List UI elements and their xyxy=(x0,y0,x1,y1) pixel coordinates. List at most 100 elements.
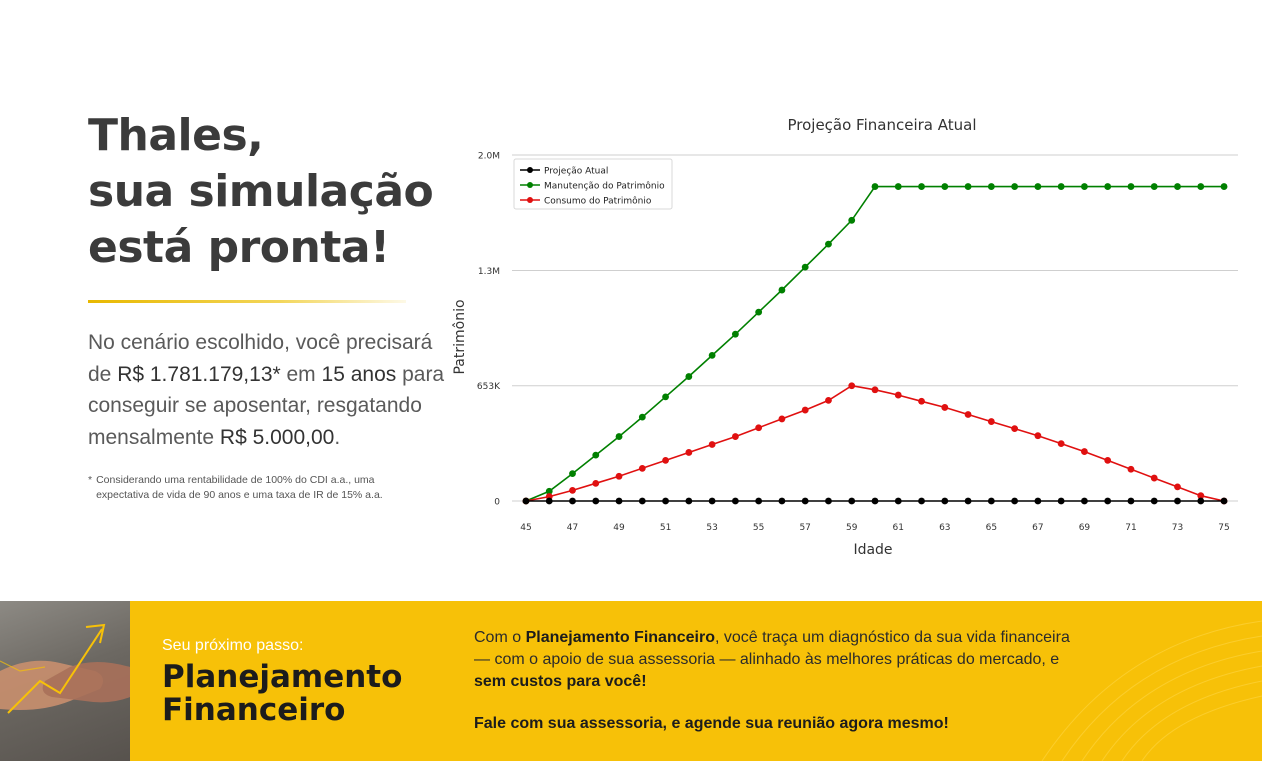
data-point xyxy=(918,397,925,405)
x-tick-label: 51 xyxy=(660,523,671,533)
data-point xyxy=(1220,183,1228,190)
summary-part-4: . xyxy=(334,425,341,449)
data-point xyxy=(638,464,646,472)
x-tick-label: 57 xyxy=(799,523,810,533)
chart-svg: Projeção Financeira Atual 0653K1.3M2.0M … xyxy=(452,116,1238,558)
series-2 xyxy=(522,382,1228,505)
desc-part-2: , você traça um diagnóstico da sua vida … xyxy=(474,629,1070,668)
series-line xyxy=(525,185,1224,502)
data-point xyxy=(615,433,623,440)
legend-marker xyxy=(527,197,533,203)
legend-marker xyxy=(527,167,533,173)
data-point xyxy=(1150,474,1158,482)
next-step-kicker: Seu próximo passo: xyxy=(162,637,304,654)
data-point xyxy=(778,286,786,294)
data-point xyxy=(1174,183,1181,190)
x-tick-label: 71 xyxy=(1125,523,1136,533)
data-point xyxy=(1011,497,1019,505)
data-point xyxy=(987,418,995,425)
data-point xyxy=(1104,183,1112,190)
decorative-swirl xyxy=(1041,620,1262,761)
data-point xyxy=(801,406,809,414)
headline-line-3: está pronta! xyxy=(88,222,390,273)
data-point xyxy=(894,391,902,399)
data-point xyxy=(662,393,669,401)
banner-description-text: Com o Planejamento Financeiro, você traç… xyxy=(474,627,1074,693)
x-tick-label: 63 xyxy=(939,523,950,533)
data-point xyxy=(545,497,553,505)
data-point xyxy=(941,404,949,411)
footnote-text: Considerando uma rentabilidade de 100% d… xyxy=(96,474,383,501)
data-point xyxy=(918,183,925,190)
data-point xyxy=(801,263,809,271)
data-point xyxy=(755,308,763,316)
x-tick-label: 73 xyxy=(1172,523,1183,533)
data-point xyxy=(731,330,739,338)
data-point xyxy=(1197,492,1205,500)
data-point xyxy=(615,497,623,505)
footnote: * Considerando uma rentabilidade de 100%… xyxy=(88,473,418,503)
data-point xyxy=(755,497,763,505)
headline-line-2: sua simulação xyxy=(88,166,434,217)
desc-bold-2: sem custos para você! xyxy=(474,673,647,690)
data-point xyxy=(685,497,693,505)
summary-part-3: para conseguir se aposentar, resgatando … xyxy=(88,362,445,449)
data-point xyxy=(1057,497,1065,505)
data-point xyxy=(1104,456,1112,464)
x-axis-label: Idade xyxy=(853,542,892,558)
legend: Projeção Atual Manutenção do Patrimônio Co… xyxy=(513,158,673,210)
data-point xyxy=(1011,425,1019,433)
data-point xyxy=(592,497,600,505)
legend-marker xyxy=(527,182,533,188)
summary-text: No cenário escolhido, você precisará de … xyxy=(88,327,448,453)
data-point xyxy=(825,396,832,404)
legend-box xyxy=(513,158,673,210)
data-point xyxy=(1011,183,1019,190)
data-point xyxy=(522,497,530,505)
data-point xyxy=(848,382,856,390)
data-point xyxy=(1150,183,1158,190)
y-tick-label: 0 xyxy=(494,498,500,508)
data-point xyxy=(1081,448,1088,455)
next-step-title: Planejamento Financeiro xyxy=(162,661,402,727)
next-step-title-line-2: Financeiro xyxy=(162,692,346,728)
series-0 xyxy=(522,497,1228,505)
data-point xyxy=(825,240,832,248)
x-tick-label: 65 xyxy=(986,523,997,533)
projection-chart: Projeção Financeira Atual 0 653K 1.3M 2.0M … xyxy=(450,105,1250,565)
data-point xyxy=(708,441,716,448)
y-tick-label: 2.0M xyxy=(478,152,500,162)
data-point xyxy=(615,472,623,480)
data-point xyxy=(964,183,972,190)
chart-title: Projeção Financeira Atual xyxy=(787,116,976,134)
data-point xyxy=(731,433,739,440)
data-point xyxy=(569,470,576,478)
data-point xyxy=(918,497,925,505)
series-1 xyxy=(522,183,1228,505)
data-point xyxy=(545,487,553,495)
divider xyxy=(88,300,406,303)
data-point xyxy=(685,449,693,456)
legend-entry: Manutenção do Patrimônio xyxy=(544,181,665,192)
x-tick-label: 59 xyxy=(846,523,858,533)
page-title: Thales, sua simulação está pronta! xyxy=(88,108,448,276)
data-point xyxy=(1081,183,1088,190)
data-point xyxy=(801,497,809,505)
data-point xyxy=(825,497,832,505)
data-point xyxy=(569,487,576,494)
data-point xyxy=(1197,183,1205,190)
data-point xyxy=(894,183,902,190)
y-tick-label: 1.3M xyxy=(478,267,500,277)
next-step: Seu próximo passo: Planejamento Financei… xyxy=(162,637,402,727)
data-point xyxy=(1034,497,1042,505)
data-point xyxy=(1127,497,1135,505)
summary-panel: Thales, sua simulação está pronta! No ce… xyxy=(88,108,448,503)
x-tick-label: 53 xyxy=(706,523,717,533)
x-tick-label: 67 xyxy=(1032,523,1043,533)
next-step-banner: Seu próximo passo: Planejamento Financei… xyxy=(0,601,1262,761)
legend-entry: Projeção Atual xyxy=(544,167,608,177)
data-point xyxy=(1104,497,1112,505)
data-point xyxy=(592,479,600,487)
data-point xyxy=(987,497,995,505)
y-tick-label: 653K xyxy=(477,382,501,392)
